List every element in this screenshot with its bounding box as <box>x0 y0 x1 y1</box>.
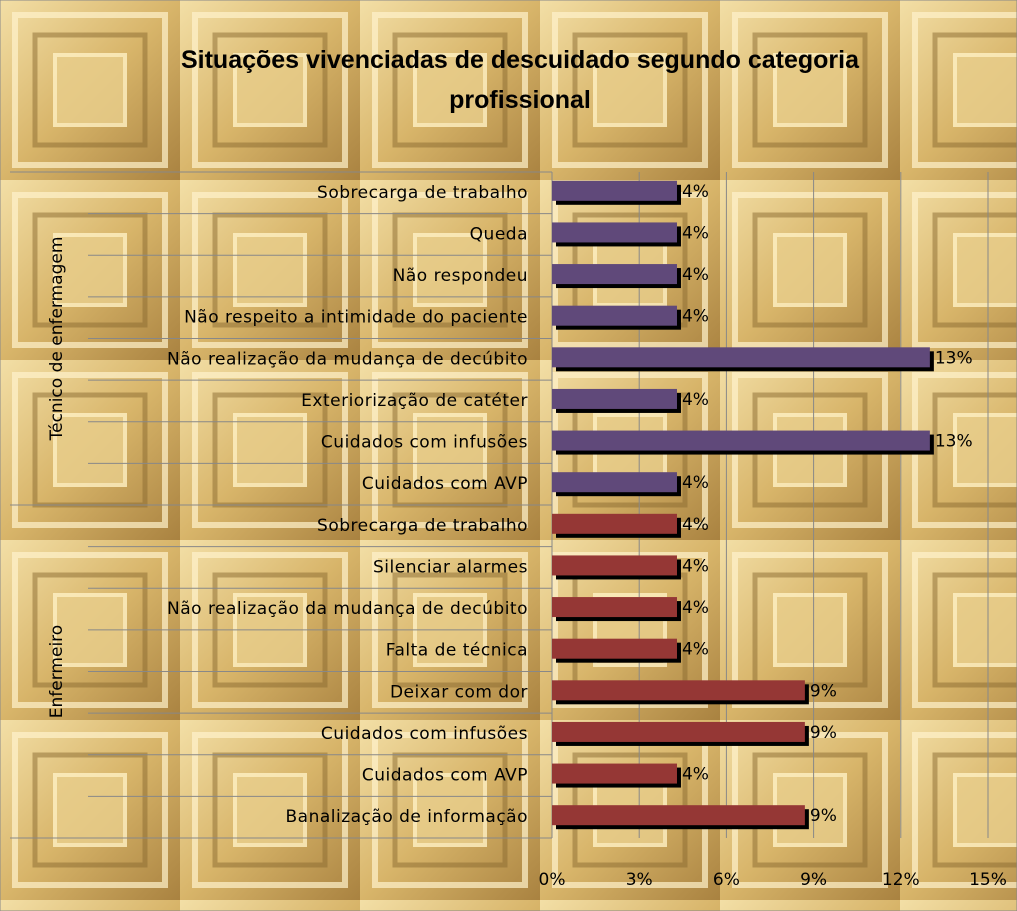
data-label: 4% <box>682 223 709 243</box>
y-tick-label: Sobrecarga de trabalho <box>317 183 528 203</box>
data-label: 4% <box>682 390 709 410</box>
data-label: 4% <box>682 265 709 285</box>
y-tick-label: Banalização de informação <box>286 807 529 827</box>
x-tick-label: 12% <box>882 870 920 890</box>
data-label: 4% <box>682 640 709 660</box>
bar <box>552 347 930 368</box>
bar <box>552 597 677 618</box>
y-tick-label: Não realização da mudança de decúbito <box>167 349 528 369</box>
y-tick-label: Falta de técnica <box>386 641 528 661</box>
bar <box>552 264 677 285</box>
data-label: 4% <box>682 598 709 618</box>
data-label: 9% <box>810 681 837 701</box>
group-label: Técnico de enfermagem <box>47 237 67 442</box>
chart-title: Situações vivenciadas de descuidado segu… <box>180 46 859 114</box>
x-tick-label: 15% <box>969 870 1007 890</box>
bar <box>552 513 677 534</box>
bar <box>552 430 930 451</box>
data-label: 4% <box>682 515 709 535</box>
data-label: 13% <box>935 348 973 368</box>
x-tick-label: 3% <box>626 870 653 890</box>
bar <box>552 472 677 493</box>
bar <box>552 763 677 784</box>
y-tick-label: Cuidados com AVP <box>362 766 528 786</box>
y-tick-label: Cuidados com infusões <box>321 433 528 453</box>
y-tick-label: Queda <box>470 224 528 244</box>
data-label: 9% <box>810 723 837 743</box>
y-tick-label: Cuidados com infusões <box>321 724 528 744</box>
data-label: 4% <box>682 182 709 202</box>
bar <box>552 305 677 326</box>
bar <box>552 180 677 201</box>
data-label: 4% <box>682 307 709 327</box>
x-tick-label: 9% <box>800 870 827 890</box>
x-tick-label: 0% <box>539 870 566 890</box>
bar <box>552 222 677 243</box>
y-tick-label: Exteriorização de catéter <box>301 391 528 411</box>
data-label: 4% <box>682 556 709 576</box>
y-tick-label: Cuidados com AVP <box>362 474 528 494</box>
data-label: 4% <box>682 765 709 785</box>
bar <box>552 388 677 409</box>
data-label: 9% <box>810 806 837 826</box>
x-tick-label: 6% <box>713 870 740 890</box>
y-tick-label: Não realização da mudança de decúbito <box>167 599 528 619</box>
y-tick-label: Sobrecarga de trabalho <box>317 516 528 536</box>
bar <box>552 721 805 742</box>
bar <box>552 555 677 576</box>
bar <box>552 805 805 826</box>
data-label: 4% <box>682 473 709 493</box>
data-label: 13% <box>935 432 973 452</box>
y-tick-label: Não respondeu <box>393 266 528 286</box>
y-tick-label: Não respeito a intimidade do paciente <box>184 308 528 328</box>
group-label: Enfermeiro <box>47 625 67 718</box>
bar <box>552 680 805 701</box>
bar <box>552 638 677 659</box>
y-tick-label: Deixar com dor <box>390 682 528 702</box>
y-tick-label: Silenciar alarmes <box>373 557 528 577</box>
